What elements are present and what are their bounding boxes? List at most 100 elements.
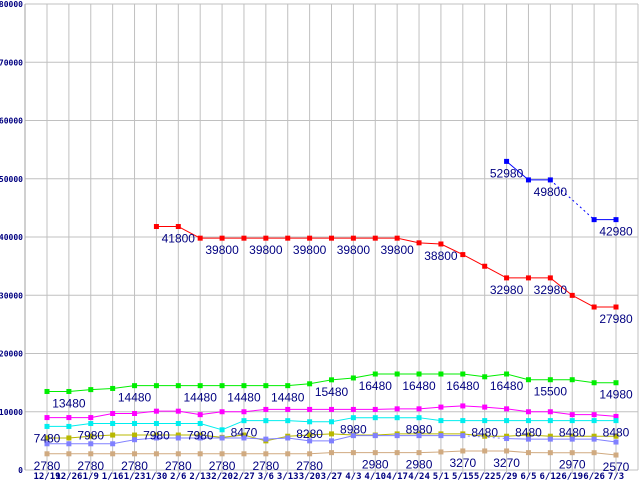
x-tick-label: 6/19 [561,472,583,480]
data-point-lavender [350,433,356,439]
data-point-red [175,224,181,230]
data-point-magenta [350,406,356,412]
data-point-tan [350,450,356,456]
series-segment-lavender [506,438,529,440]
y-tick-label: 70000 [0,58,23,67]
series-segment-magenta [550,411,573,416]
data-label-tan: 2780 [34,459,61,473]
data-point-olive [175,432,181,438]
data-label-green: 13480 [52,396,86,410]
data-label-green: 14480 [118,391,152,405]
data-point-magenta [132,410,138,416]
data-point-olive [197,432,203,438]
series-segment-magenta [90,413,113,419]
data-point-magenta [285,406,291,412]
series-segment-green [353,373,376,379]
data-point-green [66,388,72,394]
data-point-tan [175,451,181,457]
data-point-cyan [547,418,553,424]
data-label-cyan: 7980 [143,429,170,443]
series-segment-red [440,243,464,256]
data-label-red: 32980 [534,283,568,297]
data-point-red [504,275,510,281]
data-point-cyan [88,421,94,427]
data-point-tan [263,451,269,457]
data-point-red [438,241,444,247]
series-segment-magenta [200,411,223,416]
y-tick-label: 30000 [0,291,23,300]
data-point-red [394,235,400,241]
data-point-lavender [241,435,247,441]
data-point-magenta [241,409,247,415]
data-point-green [372,371,378,377]
data-label-red: 39800 [380,243,414,257]
data-point-olive [613,433,619,439]
series-segment-olive [222,434,245,438]
data-point-green [329,377,334,383]
series-segment-lavender [462,435,507,440]
data-point-green [110,385,116,391]
data-point-magenta [219,409,225,415]
data-point-cyan [175,421,181,427]
data-label-cyan: 8480 [603,426,630,440]
data-point-red [285,235,291,241]
data-point-olive [110,432,116,438]
data-point-lavender [197,435,203,441]
series-segment-tan [594,452,617,456]
x-tick-label: 1/30 [146,472,168,480]
data-point-magenta [591,412,597,418]
data-point-magenta [394,406,400,412]
x-tick-label: 3/13 [277,472,299,480]
data-point-magenta [110,410,116,416]
data-point-cyan [153,421,159,427]
data-point-olive [88,433,94,439]
data-label-tan: 2780 [165,459,192,473]
series-blue [504,158,619,223]
data-point-tan [153,451,159,457]
x-tick-label: 1/23 [124,472,146,480]
series-segment-lavender [243,437,266,440]
data-point-lavender [394,433,400,439]
data-point-cyan [350,415,356,421]
series-segment-tan [440,450,463,453]
data-label-red: 41800 [162,232,196,246]
data-point-red [372,235,378,241]
data-point-cyan [438,418,444,424]
series-segment-olive [68,435,91,439]
data-point-cyan [241,418,247,424]
data-point-cyan [613,418,619,424]
series-segment-red [571,294,595,308]
x-tick-label: 2/6 [170,472,186,480]
data-point-magenta [504,406,510,412]
data-point-tan [372,450,378,456]
data-point-olive [307,432,313,438]
data-point-magenta [329,406,334,412]
y-tick-label: 20000 [0,350,23,359]
data-point-cyan [569,418,575,424]
data-label-cyan: 8470 [231,426,258,440]
x-tick-label: 5/1 [433,472,449,480]
data-point-red [591,304,597,310]
data-point-cyan [307,419,313,425]
x-tick-label: 7/3 [608,472,624,480]
data-point-red [416,240,422,246]
data-point-red [197,235,203,241]
data-label-tan: 2570 [603,460,630,474]
data-point-green [175,383,181,389]
y-tick-label: 50000 [0,175,23,184]
series-segment-magenta [506,408,529,413]
data-point-lavender [504,436,510,442]
data-point-tan [44,451,50,457]
series-segment-magenta [440,405,463,408]
data-point-lavender [66,441,72,447]
x-tick-label: 1/9 [83,472,99,480]
data-point-tan [438,449,444,455]
data-point-lavender [175,435,181,441]
data-point-green [613,380,619,386]
y-tick-label: 60000 [0,117,23,126]
data-point-red [525,275,531,281]
data-point-lavender [219,435,225,441]
data-point-red [241,235,247,241]
series-segment-cyan [331,417,354,423]
data-label-tan: 3270 [449,456,476,470]
